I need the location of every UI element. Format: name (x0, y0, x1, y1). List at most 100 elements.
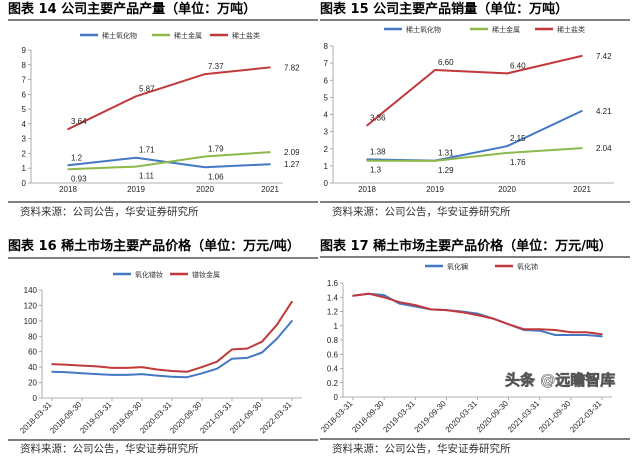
y-tick-label: 80 (28, 332, 37, 341)
data-label: 1.27 (284, 160, 300, 169)
data-point (601, 335, 603, 338)
data-point (204, 73, 206, 75)
data-label: 2.09 (284, 148, 300, 157)
data-point (291, 320, 293, 322)
data-point (51, 363, 53, 365)
data-point (507, 323, 510, 326)
data-label: 1.79 (208, 145, 224, 154)
data-point (506, 145, 508, 147)
data-point (581, 110, 583, 112)
data-point (67, 128, 69, 131)
x-tick-label: 2019 (426, 185, 444, 194)
data-point (554, 329, 557, 331)
y-tick-label: 60 (28, 348, 37, 357)
data-label: 1.38 (370, 147, 386, 156)
series-line-1 (51, 320, 293, 379)
data-point (201, 372, 203, 375)
y-tick-label: 40 (28, 363, 37, 372)
data-label: 5.87 (139, 84, 155, 93)
source-text: 资料来源：公司公告，华安证券研究所 (332, 442, 511, 455)
data-point (476, 314, 479, 316)
chart-title: 图表 17 稀土市场主要产品价格（单位：万元/吨） (320, 238, 612, 254)
data-point (276, 337, 278, 340)
data-point (141, 366, 143, 368)
data-point (506, 72, 508, 75)
data-point (81, 364, 83, 367)
data-point (66, 371, 68, 373)
x-tick-label: 2018-09-30 (350, 399, 386, 435)
y-tick-label: 7 (324, 59, 329, 68)
data-point (96, 365, 98, 368)
y-tick-label: 1 (22, 164, 27, 173)
data-point (51, 370, 53, 373)
x-tick-label: 2021-03-31 (506, 399, 542, 435)
legend-label: 稀土盐类 (232, 31, 260, 40)
data-label: 6.60 (438, 58, 454, 67)
data-label: 1.2 (71, 153, 83, 162)
x-tick-label: 2021 (261, 185, 279, 194)
data-point (186, 370, 188, 373)
y-tick-label: 1.6 (327, 279, 339, 288)
series-line-2 (366, 147, 583, 162)
watermark: 头条 @远瞻智库 (505, 371, 615, 389)
data-point (96, 373, 98, 375)
data-label: 7.82 (284, 63, 300, 72)
data-point (398, 301, 401, 304)
data-label: 7.37 (208, 62, 224, 71)
y-tick-label: 5 (324, 93, 329, 102)
chart-1: 图表 14 公司主要产品产量（单位：万吨） 资料来源：公司公告，华安证券研究所 0 1… (8, 1, 318, 218)
data-point (581, 147, 583, 149)
series-line-3 (67, 66, 271, 131)
x-tick-label: 2020-09-30 (475, 399, 511, 435)
data-point (291, 300, 293, 303)
data-point (231, 357, 233, 360)
data-point (570, 334, 572, 336)
data-point (246, 357, 248, 359)
x-tick-label: 2022-03-31 (258, 400, 294, 436)
legend-label: 镨钕金属 (192, 270, 220, 279)
y-tick-label: 0.8 (327, 336, 339, 345)
data-point (538, 328, 541, 331)
data-point (216, 360, 218, 363)
data-label: 2.04 (596, 144, 612, 153)
data-point (186, 376, 188, 378)
y-tick-label: 3 (22, 135, 27, 144)
data-point (204, 166, 206, 169)
x-tick-label: 2020-03-31 (444, 399, 480, 435)
data-label: 1.06 (208, 172, 224, 181)
y-tick-label: 1.4 (327, 293, 339, 302)
y-tick-label: 1 (334, 322, 339, 331)
data-point (171, 370, 173, 372)
y-tick-label: 20 (28, 379, 37, 388)
data-point (261, 351, 263, 354)
y-tick-label: 0 (324, 179, 329, 188)
data-point (231, 348, 233, 351)
data-label: 6.40 (510, 61, 526, 70)
data-label: 1.11 (139, 172, 155, 181)
data-point (141, 373, 143, 375)
legend-label: 氧化镧 (447, 262, 468, 271)
data-point (67, 168, 69, 171)
data-point (156, 374, 158, 377)
series-line-2 (67, 151, 271, 171)
series-line-2 (51, 301, 293, 373)
y-tick-label: 7 (22, 76, 27, 85)
chart-title: 图表 14 公司主要产品产量（单位：万吨） (8, 1, 256, 17)
data-point (111, 367, 113, 369)
y-tick-label: 0.4 (327, 365, 339, 374)
data-point (261, 340, 263, 343)
source-text: 资料来源：公司公告，华安证券研究所 (20, 442, 199, 455)
data-label: 3.64 (71, 117, 87, 126)
y-tick-label: 8 (324, 42, 329, 51)
y-tick-label: 120 (24, 301, 38, 310)
data-point (367, 292, 370, 295)
data-point (246, 347, 248, 350)
legend-label: 稀土氧化物 (406, 25, 441, 34)
series-line-1 (366, 109, 583, 162)
y-tick-label: 6 (22, 90, 27, 99)
data-point (445, 309, 448, 311)
data-point (585, 331, 588, 333)
legend-label: 氧化铈 (517, 262, 538, 271)
y-tick-label: 4 (22, 120, 27, 129)
